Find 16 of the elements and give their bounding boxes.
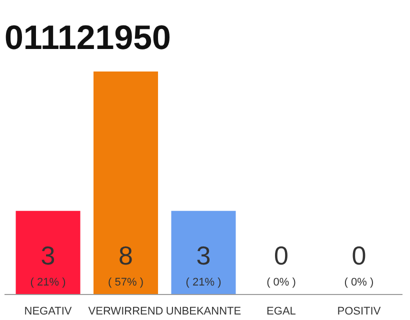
x-tick-label: UNBEKANNTE (166, 306, 242, 318)
annotation: ( 0% ) (344, 276, 374, 288)
data-label: 8 (118, 240, 134, 270)
data-label: 0 (274, 240, 288, 270)
chart-title: 011121950 (4, 19, 171, 57)
data-label: 0 (352, 240, 366, 270)
x-tick-label: EGAL (266, 306, 296, 318)
annotation: ( 21% ) (186, 276, 222, 288)
annotation: ( 21% ) (30, 276, 66, 288)
annotation: ( 0% ) (266, 276, 296, 288)
data-label: 3 (196, 240, 211, 270)
annotation: ( 57% ) (108, 276, 144, 288)
x-tick-label: POSITIV (337, 306, 382, 318)
x-tick-label: NEGATIV (24, 306, 72, 318)
data-label: 3 (40, 240, 56, 270)
x-tick-label: VERWIRREND (88, 306, 164, 318)
